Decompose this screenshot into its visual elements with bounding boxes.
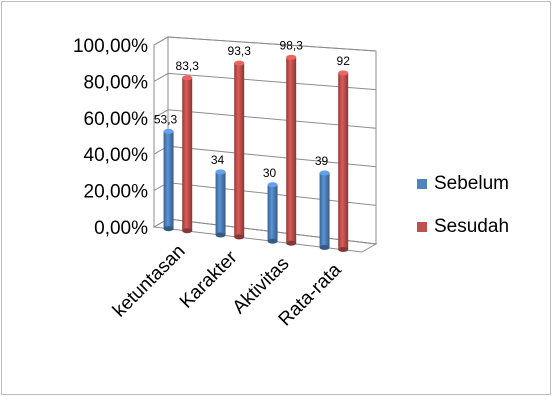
bar-sebelum-1 xyxy=(215,169,226,238)
data-labels: 53,3 83,3 34 93,3 30 98,3 39 92 xyxy=(154,38,350,179)
bar-base xyxy=(338,247,349,252)
bar-sesudah-2 xyxy=(286,54,297,246)
gridline xyxy=(153,36,377,52)
bar-top xyxy=(338,70,349,76)
bar-sebelum-2 xyxy=(267,182,278,244)
legend-swatch xyxy=(417,222,427,232)
bar-top xyxy=(163,128,174,134)
y-tick-label: 80,00% xyxy=(84,72,149,93)
legend-item-sebelum: Sebelum xyxy=(417,173,509,194)
y-tick-label: 100,00% xyxy=(73,36,148,57)
bar-base xyxy=(234,234,245,240)
data-label: 98,3 xyxy=(280,38,304,52)
bar-top xyxy=(319,170,330,176)
bar-top xyxy=(267,182,278,188)
bar-body xyxy=(286,57,297,244)
bar-sebelum-3 xyxy=(319,170,330,250)
legend: Sebelum Sesudah xyxy=(417,173,509,237)
bar-body xyxy=(215,171,226,235)
bar-body xyxy=(163,131,174,229)
data-label: 92 xyxy=(337,54,351,68)
data-label: 83,3 xyxy=(176,59,200,73)
bar-base xyxy=(267,238,278,244)
bars xyxy=(163,54,349,252)
y-tick-label: 20,00% xyxy=(84,182,149,203)
legend-item-sesudah: Sesudah xyxy=(417,216,509,237)
legend-label: Sesudah xyxy=(434,216,509,237)
data-label: 53,3 xyxy=(154,112,178,126)
legend-swatch xyxy=(417,179,427,189)
bar-base xyxy=(182,228,193,234)
data-label: 30 xyxy=(263,166,277,180)
y-axis-ticks: 0,00% 20,00% 40,00% 60,00% 80,00% 100,00% xyxy=(73,36,148,239)
y-tick-label: 0,00% xyxy=(94,218,148,239)
bar-sesudah-1 xyxy=(234,60,245,240)
bar-base xyxy=(163,226,174,232)
bar-body xyxy=(182,77,193,231)
data-label: 93,3 xyxy=(228,44,252,58)
data-label: 34 xyxy=(211,153,225,167)
bar-body xyxy=(234,63,245,237)
bar-sesudah-0 xyxy=(182,75,193,234)
data-label: 39 xyxy=(315,154,329,168)
y-tick-label: 60,00% xyxy=(84,109,149,130)
legend-label: Sebelum xyxy=(434,173,509,194)
gridline xyxy=(153,72,377,91)
bar-body xyxy=(267,184,278,242)
bar-top xyxy=(234,60,245,66)
bar-top xyxy=(286,54,297,60)
bar-body xyxy=(338,72,349,250)
bar-base xyxy=(215,232,226,238)
bar-base xyxy=(319,245,330,250)
bar-sesudah-3 xyxy=(338,70,349,252)
bar-base xyxy=(286,240,297,246)
bar-body xyxy=(319,173,330,248)
bar-sebelum-0 xyxy=(163,128,174,232)
bar-top xyxy=(215,169,226,175)
y-tick-label: 40,00% xyxy=(84,145,149,166)
x-tick-label: ketuntasan xyxy=(109,241,190,322)
gridline xyxy=(153,109,377,129)
bar-top xyxy=(182,75,193,81)
